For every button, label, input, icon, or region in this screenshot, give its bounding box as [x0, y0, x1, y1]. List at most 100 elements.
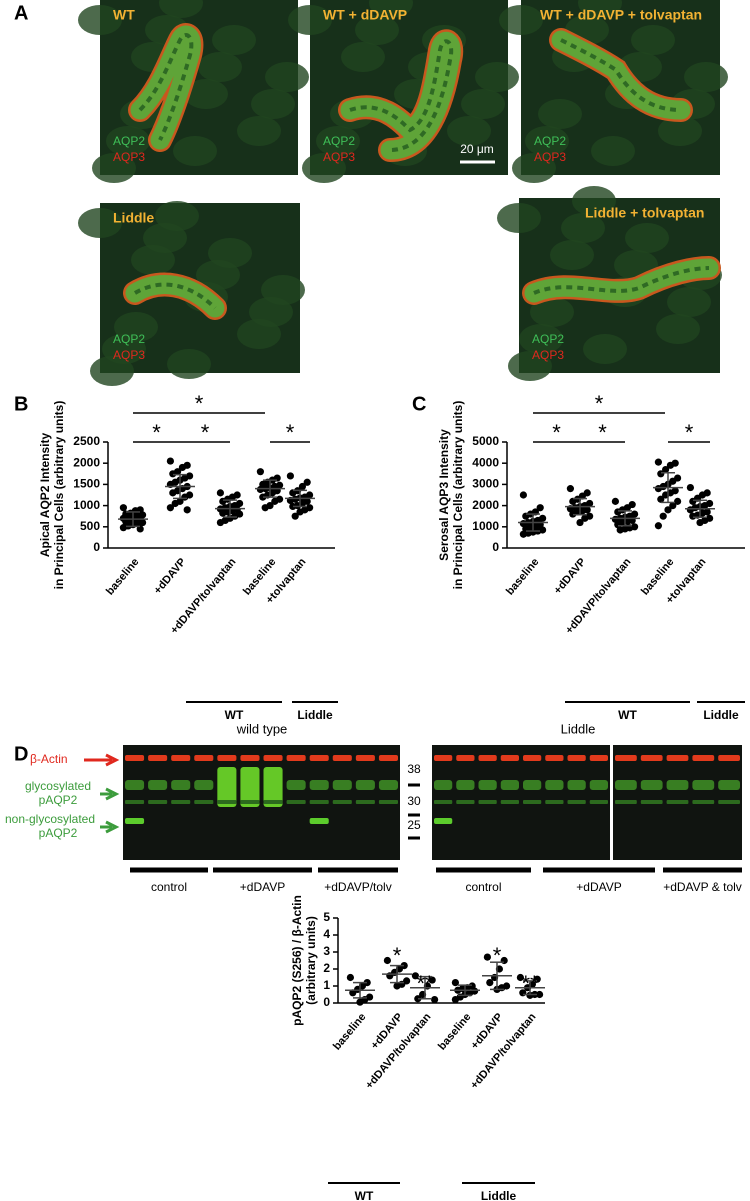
- data-point: [303, 478, 311, 486]
- y-tick-label: 1: [323, 978, 330, 992]
- actin-band: [434, 755, 453, 761]
- band: [434, 800, 453, 804]
- data-point: [286, 472, 294, 480]
- actin-band: [615, 755, 637, 761]
- x-tick-label: baseline: [504, 556, 541, 597]
- actin-band: [309, 755, 329, 761]
- cell-texture: [302, 153, 346, 183]
- tubule: [524, 258, 719, 303]
- band: [567, 800, 586, 804]
- data-point: [119, 524, 127, 532]
- cell-texture: [512, 153, 556, 183]
- data-point: [616, 526, 624, 534]
- data-point: [526, 991, 534, 999]
- panel-label: A: [14, 2, 28, 24]
- data-point: [516, 973, 525, 982]
- cell-texture: [288, 5, 332, 35]
- y-tick-label: 0: [492, 540, 499, 554]
- data-point: [216, 489, 224, 497]
- glyco-band: [434, 780, 453, 790]
- data-point: [451, 979, 459, 987]
- glyco-band: [456, 780, 475, 790]
- cell-texture: [173, 136, 217, 166]
- group-label: Liddle: [703, 708, 739, 722]
- significance-label: **: [521, 971, 539, 996]
- scale-bar-label: 20 μm: [460, 142, 494, 156]
- tubule-lumen: [349, 39, 454, 152]
- data-point: [654, 485, 663, 493]
- band: [332, 800, 352, 804]
- cell-texture: [114, 312, 158, 342]
- band: [194, 800, 214, 804]
- y-tick-label: 5000: [472, 434, 499, 448]
- y-axis-label: pAQP2 (S256) / β-Actin: [290, 895, 304, 1026]
- glyco-band: [171, 780, 191, 790]
- glyco-band: [125, 780, 145, 790]
- band: [148, 800, 168, 804]
- band-label: pAQP2: [39, 826, 78, 840]
- glyco-band: [355, 780, 375, 790]
- cell-texture: [92, 153, 136, 183]
- x-tick-label: baseline: [436, 1011, 473, 1052]
- data-point: [298, 482, 306, 491]
- band: [355, 800, 375, 804]
- cell-texture: [208, 238, 252, 268]
- glyco-band: [666, 780, 689, 790]
- mw-marker: 30: [407, 794, 421, 808]
- glyco-band: [217, 767, 237, 807]
- arrow: [84, 753, 120, 767]
- actin-band: [263, 755, 283, 761]
- data-point: [654, 458, 663, 466]
- data-point: [654, 522, 663, 530]
- y-tick-label: 1000: [472, 519, 499, 533]
- blot-title: wild type: [236, 721, 288, 736]
- cell-texture: [447, 116, 491, 146]
- data-point: [500, 956, 508, 965]
- lane-group-label: control: [465, 880, 501, 894]
- blot-title: Liddle: [561, 721, 596, 736]
- glyco-band: [567, 780, 586, 790]
- data-point: [686, 483, 695, 492]
- y-tick-label: 500: [80, 519, 100, 533]
- glyco-band: [478, 780, 497, 790]
- data-point: [483, 953, 491, 961]
- data-point: [169, 489, 177, 497]
- glyco-band: [718, 780, 740, 790]
- cell-texture: [561, 213, 605, 243]
- cell-texture: [578, 0, 622, 18]
- glyco-band: [500, 780, 519, 790]
- y-tick-label: 3000: [472, 477, 499, 491]
- significance-label: *: [195, 391, 204, 416]
- actin-band: [718, 755, 740, 761]
- y-tick-label: 4000: [472, 455, 499, 469]
- band: [286, 800, 306, 804]
- cell-texture: [667, 287, 711, 317]
- actin-band: [194, 755, 214, 761]
- actin-band: [125, 755, 145, 761]
- micrograph-title: Liddle: [113, 210, 154, 226]
- data-point: [346, 973, 354, 982]
- data-point: [696, 518, 704, 527]
- data-point: [657, 495, 665, 503]
- cell-texture: [656, 314, 700, 344]
- data-point: [259, 493, 267, 501]
- y-tick-label: 2: [323, 961, 330, 975]
- cell-texture: [538, 99, 582, 129]
- glyco-band: [332, 780, 352, 790]
- actin-band: [478, 755, 497, 761]
- data-point: [664, 506, 672, 514]
- y-axis-label: in Principal Cells (arbitrary units): [451, 401, 465, 590]
- glyco-band: [640, 780, 663, 790]
- group-label: Liddle: [481, 1189, 517, 1201]
- nonglyco-band: [434, 818, 453, 824]
- actin-band: [148, 755, 168, 761]
- y-tick-label: 1500: [73, 477, 100, 491]
- cell-texture: [159, 0, 203, 18]
- glyco-band: [309, 780, 329, 790]
- x-tick-label: +dDAVP/tolvaptan: [468, 1011, 538, 1092]
- actin-band: [286, 755, 306, 761]
- data-point: [119, 504, 127, 512]
- significance-label: *: [393, 943, 402, 968]
- significance-label: *: [493, 943, 502, 968]
- y-axis-label: (arbitrary units): [304, 916, 318, 1005]
